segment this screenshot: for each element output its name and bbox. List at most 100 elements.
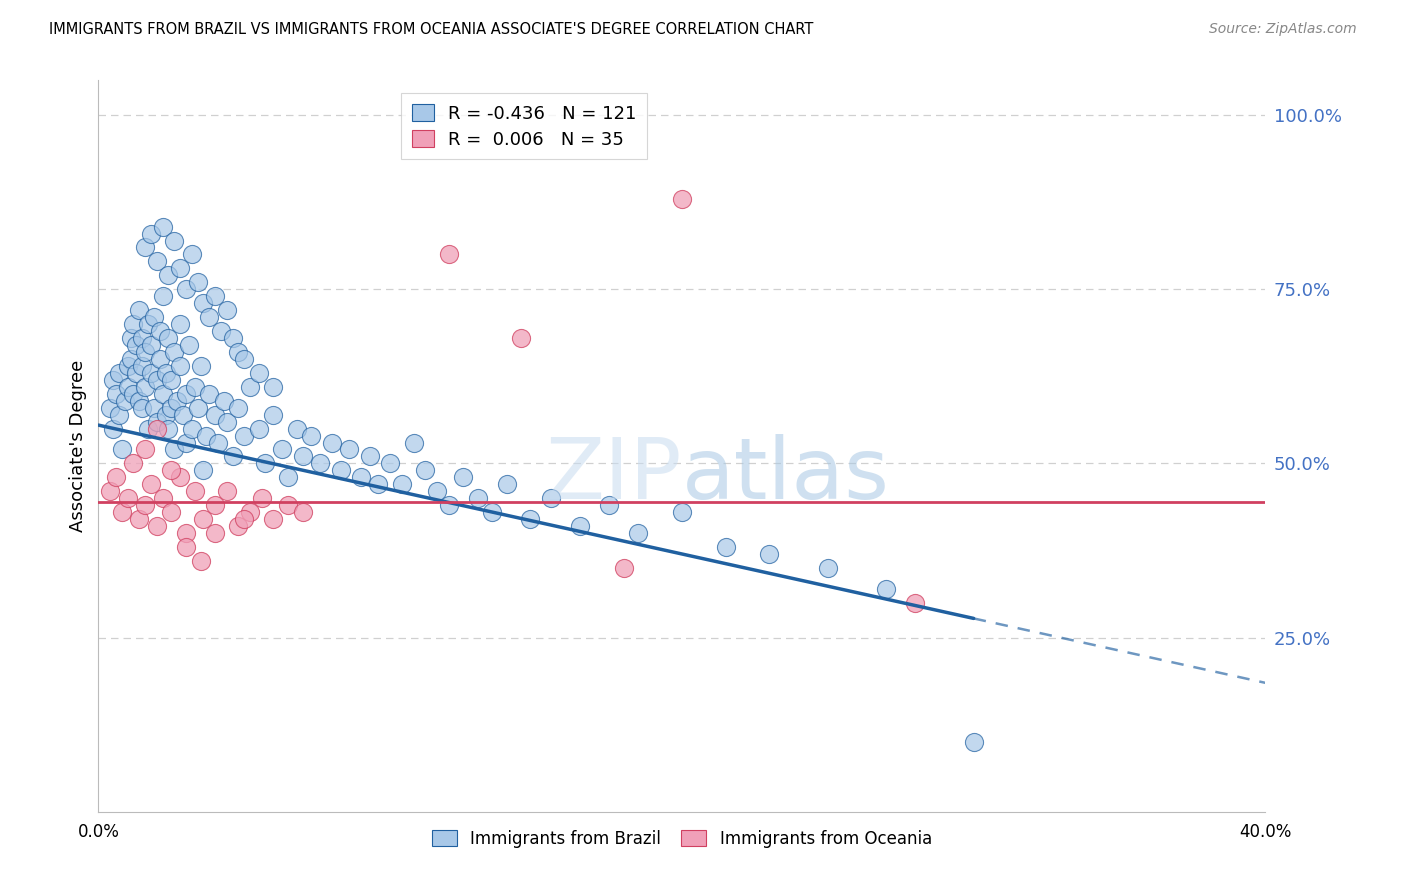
Point [160,505,183,519]
Point [207,435,229,450]
Point [136,421,159,435]
Point [104,386,127,401]
Point [233,512,256,526]
Point [101,421,124,435]
Point [627,526,650,541]
Point [160,373,183,387]
Point [169,261,191,276]
Point [120,351,142,366]
Point [117,380,139,394]
Point [380,457,402,471]
Point [228,401,250,415]
Point [875,582,897,596]
Point [540,491,562,506]
Point [169,359,191,373]
Point [174,540,197,554]
Point [193,463,215,477]
Point [139,338,162,352]
Point [190,554,212,568]
Point [160,463,183,477]
Point [426,484,449,499]
Point [125,366,148,380]
Point [215,303,238,318]
Point [155,366,177,380]
Point [253,457,276,471]
Point [152,491,174,506]
Point [101,373,124,387]
Point [108,408,131,422]
Point [128,393,150,408]
Point [131,331,153,345]
Point [239,505,262,519]
Text: IMMIGRANTS FROM BRAZIL VS IMMIGRANTS FROM OCEANIA ASSOCIATE'S DEGREE CORRELATION: IMMIGRANTS FROM BRAZIL VS IMMIGRANTS FRO… [49,22,814,37]
Point [183,380,205,394]
Point [291,505,314,519]
Point [337,442,360,457]
Point [146,421,169,435]
Point [329,463,352,477]
Point [413,463,436,477]
Point [139,366,162,380]
Point [98,401,121,415]
Point [233,351,256,366]
Point [671,192,693,206]
Point [142,401,165,415]
Point [321,435,343,450]
Point [481,505,503,519]
Point [146,415,169,429]
Point [131,401,153,415]
Text: ZIP: ZIP [546,434,682,516]
Point [212,393,235,408]
Point [131,359,153,373]
Point [180,421,202,435]
Point [152,386,174,401]
Point [155,408,177,422]
Point [215,484,238,499]
Point [285,421,308,435]
Point [467,491,489,506]
Point [904,596,927,610]
Point [134,380,156,394]
Point [221,450,243,464]
Point [350,470,373,484]
Point [402,435,425,450]
Point [163,345,186,359]
Point [128,512,150,526]
Point [198,310,221,325]
Point [104,470,127,484]
Point [262,512,284,526]
Point [262,408,284,422]
Text: Source: ZipAtlas.com: Source: ZipAtlas.com [1209,22,1357,37]
Point [122,317,145,331]
Point [174,386,197,401]
Point [169,317,191,331]
Point [451,470,474,484]
Point [114,393,136,408]
Point [359,450,381,464]
Point [193,296,215,310]
Point [146,373,169,387]
Point [193,512,215,526]
Point [598,498,620,512]
Point [125,338,148,352]
Point [98,484,121,499]
Point [262,380,284,394]
Point [367,477,389,491]
Point [671,505,693,519]
Point [221,331,243,345]
Point [146,254,169,268]
Point [152,289,174,303]
Point [758,547,780,561]
Point [108,366,131,380]
Point [166,393,188,408]
Point [612,561,634,575]
Point [139,477,162,491]
Point [149,324,172,338]
Point [134,498,156,512]
Point [247,421,270,435]
Point [228,345,250,359]
Point [962,735,984,749]
Point [519,512,541,526]
Point [111,505,134,519]
Point [117,491,139,506]
